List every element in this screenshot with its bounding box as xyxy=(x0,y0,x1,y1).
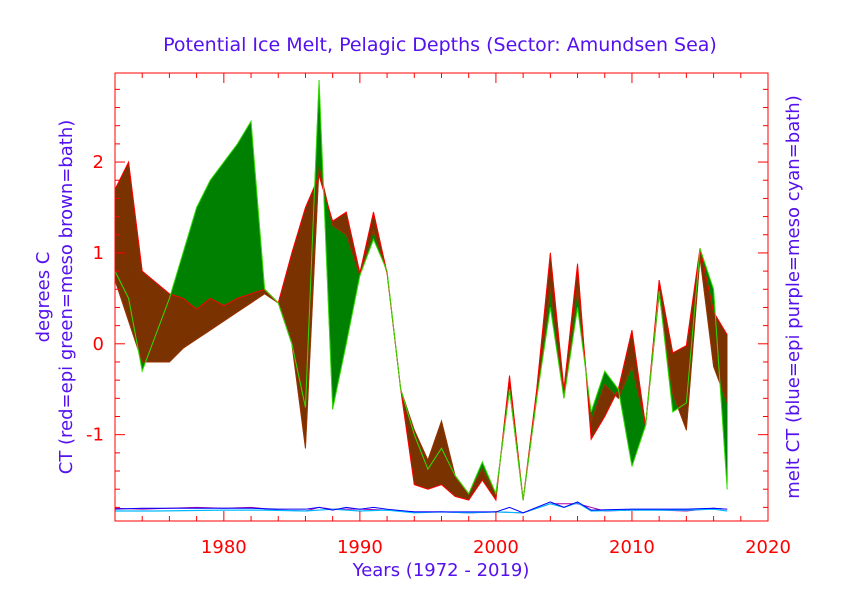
band-bath-epi-segment xyxy=(672,345,687,431)
band-bath-epi-segment xyxy=(291,207,306,449)
x-tick-label: 2020 xyxy=(745,537,791,558)
x-tick-label: 2010 xyxy=(609,537,655,558)
band-meso-bath-segment xyxy=(223,143,238,322)
x-tick-label: 1980 xyxy=(201,537,247,558)
band-bath-epi-segment xyxy=(142,270,170,363)
y-tick-label: -1 xyxy=(86,425,104,446)
y-axis-label-left-1: degrees C xyxy=(33,252,54,343)
band-bath-epi-segment xyxy=(169,293,184,363)
x-tick-label: 1990 xyxy=(337,537,383,558)
y-tick-label: 0 xyxy=(93,334,104,355)
y-axis-label-left-2: CT (red=epi green=meso brown=bath) xyxy=(56,120,77,475)
chart-title: Potential Ice Melt, Pelagic Depths (Sect… xyxy=(163,34,717,56)
band-bath-epi-segment xyxy=(454,474,469,501)
y-tick-label: 1 xyxy=(93,243,104,264)
band-meso-bath-segment xyxy=(332,225,347,410)
series-line-melt-epi xyxy=(114,501,728,514)
band-bath-epi-segment xyxy=(128,162,143,363)
series-lines xyxy=(114,80,728,514)
band-fills xyxy=(114,80,728,501)
series-line-meso xyxy=(114,80,728,501)
series-line-epi xyxy=(114,160,728,502)
band-bath-epi-segment xyxy=(441,420,456,497)
band-meso-bath-segment xyxy=(237,120,252,313)
x-axis-label: Years (1972 - 2019) xyxy=(352,560,530,581)
y-axis-label-right: melt CT (blue=epi purple=meso cyan=bath) xyxy=(783,95,804,498)
axis-ticks: 1980 1990 2000 2010 2020 -1 0 1 2 xyxy=(86,73,791,558)
series-line-bath xyxy=(114,166,728,501)
x-tick-label: 2000 xyxy=(473,537,519,558)
y-tick-label: 2 xyxy=(93,152,104,173)
band-bath-epi-segment xyxy=(278,252,293,344)
